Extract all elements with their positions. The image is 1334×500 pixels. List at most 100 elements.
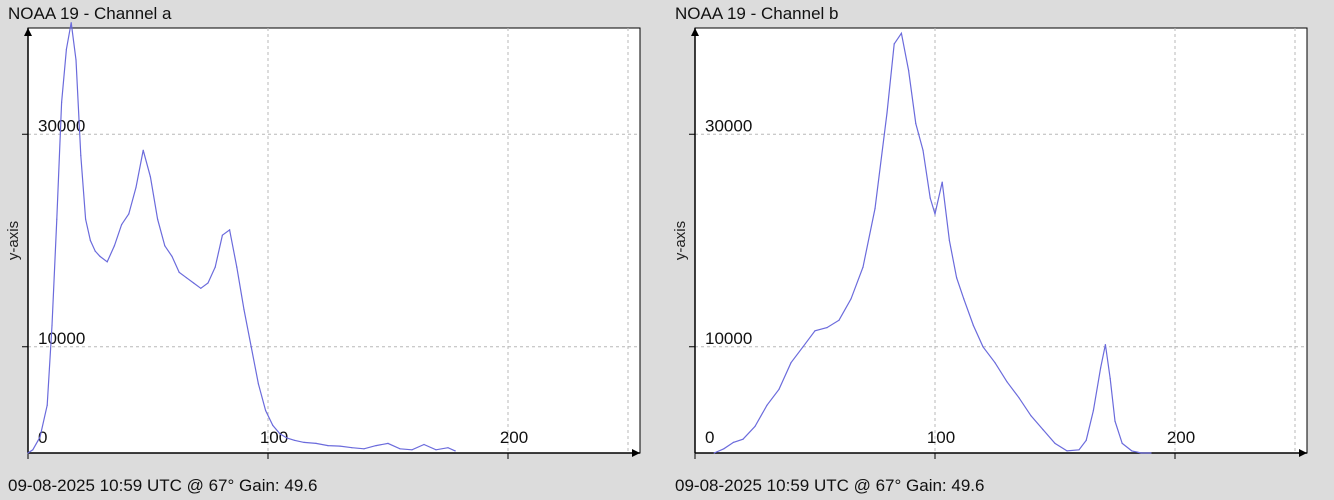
- data-point: [1006, 381, 1008, 383]
- data-point: [956, 277, 958, 279]
- y-tick-label: 30000: [705, 116, 752, 135]
- data-point: [922, 149, 924, 151]
- data-point: [99, 255, 101, 257]
- data-point: [61, 101, 63, 103]
- data-point: [838, 319, 840, 321]
- data-point: [293, 439, 295, 441]
- data-point: [886, 112, 888, 114]
- data-point: [1100, 367, 1102, 369]
- y-axis-label: y-axis: [672, 221, 689, 260]
- data-point: [742, 438, 744, 440]
- data-point: [723, 448, 725, 450]
- data-point: [1121, 442, 1123, 444]
- y-axis-arrow: [24, 28, 32, 36]
- chart-footer: 09-08-2025 10:59 UTC @ 67° Gain: 49.6: [675, 476, 985, 495]
- data-point: [826, 327, 828, 329]
- data-point: [802, 346, 804, 348]
- data-point: [75, 59, 77, 61]
- data-point: [157, 218, 159, 220]
- data-point: [908, 69, 910, 72]
- data-point: [85, 218, 87, 220]
- data-point: [315, 442, 317, 444]
- chart-panel-b: NOAA 19 - Channel b 0 100 200 10000 30000 y-a…: [667, 0, 1334, 500]
- data-point: [128, 213, 130, 215]
- data-point: [1018, 397, 1020, 399]
- data-point: [113, 245, 115, 247]
- data-point: [1066, 450, 1068, 452]
- x-tick-label: 0: [38, 428, 47, 447]
- data-point: [106, 261, 108, 263]
- x-tick-label: 200: [1167, 428, 1195, 447]
- data-point: [929, 197, 931, 199]
- data-point: [32, 449, 34, 451]
- data-point: [265, 409, 267, 412]
- data-point: [982, 346, 984, 348]
- data-point: [790, 362, 792, 364]
- data-point: [915, 123, 917, 125]
- data-point: [207, 282, 209, 284]
- data-point: [411, 449, 413, 451]
- data-point: [46, 404, 48, 406]
- plot-area: [694, 27, 1308, 454]
- data-point: [1104, 344, 1106, 346]
- data-point: [814, 330, 816, 332]
- data-point: [303, 441, 305, 443]
- data-point: [89, 239, 91, 242]
- data-point: [164, 245, 166, 247]
- y-axis-label: y-axis: [5, 221, 22, 260]
- data-point: [200, 287, 202, 289]
- data-point: [435, 449, 437, 451]
- plot-area: [27, 27, 641, 454]
- data-point: [185, 277, 187, 279]
- series-line: [27, 22, 456, 454]
- data-point: [1109, 378, 1111, 380]
- data-point: [754, 425, 756, 427]
- data-point: [941, 181, 943, 183]
- data-point: [874, 208, 876, 210]
- data-point: [375, 445, 377, 447]
- data-point: [178, 271, 180, 273]
- data-point: [65, 48, 67, 50]
- data-point: [850, 298, 852, 300]
- chart-canvas: 0 100 200 10000 30000 y-axis: [5, 22, 641, 459]
- data-point: [229, 229, 231, 231]
- x-tick-label: 0: [705, 428, 714, 447]
- x-axis-arrow: [1299, 449, 1307, 457]
- data-point: [286, 437, 288, 439]
- y-tick-label: 10000: [705, 329, 752, 348]
- data-point: [948, 239, 950, 242]
- data-point: [351, 447, 353, 449]
- data-point: [149, 176, 151, 178]
- data-point: [1114, 420, 1116, 422]
- data-point: [250, 346, 252, 348]
- data-point: [1150, 452, 1152, 454]
- data-point: [1054, 442, 1056, 444]
- data-point: [70, 22, 72, 24]
- data-point: [934, 213, 936, 215]
- data-point: [51, 324, 53, 327]
- data-point: [363, 448, 365, 450]
- data-point: [171, 255, 173, 257]
- data-point: [387, 442, 389, 444]
- chart-footer: 09-08-2025 10:59 UTC @ 67° Gain: 49.6: [8, 476, 318, 495]
- chart-title: NOAA 19 - Channel b: [675, 4, 839, 23]
- data-point: [257, 383, 259, 385]
- data-point: [135, 186, 137, 188]
- x-axis-arrow: [632, 449, 640, 457]
- data-point: [56, 218, 58, 220]
- data-point: [1030, 415, 1032, 417]
- data-point: [766, 404, 768, 406]
- data-point: [399, 448, 401, 450]
- data-point: [1140, 452, 1142, 454]
- data-point: [732, 441, 734, 443]
- data-point: [272, 424, 274, 426]
- data-point: [1085, 439, 1087, 441]
- data-point: [963, 298, 965, 300]
- chart-canvas: 0 100 200 10000 30000 y-axis: [672, 27, 1308, 459]
- data-point: [214, 266, 216, 268]
- data-point: [862, 266, 864, 268]
- data-point: [1092, 409, 1094, 412]
- data-point: [94, 250, 96, 252]
- data-point: [1042, 429, 1044, 431]
- data-point: [39, 436, 41, 438]
